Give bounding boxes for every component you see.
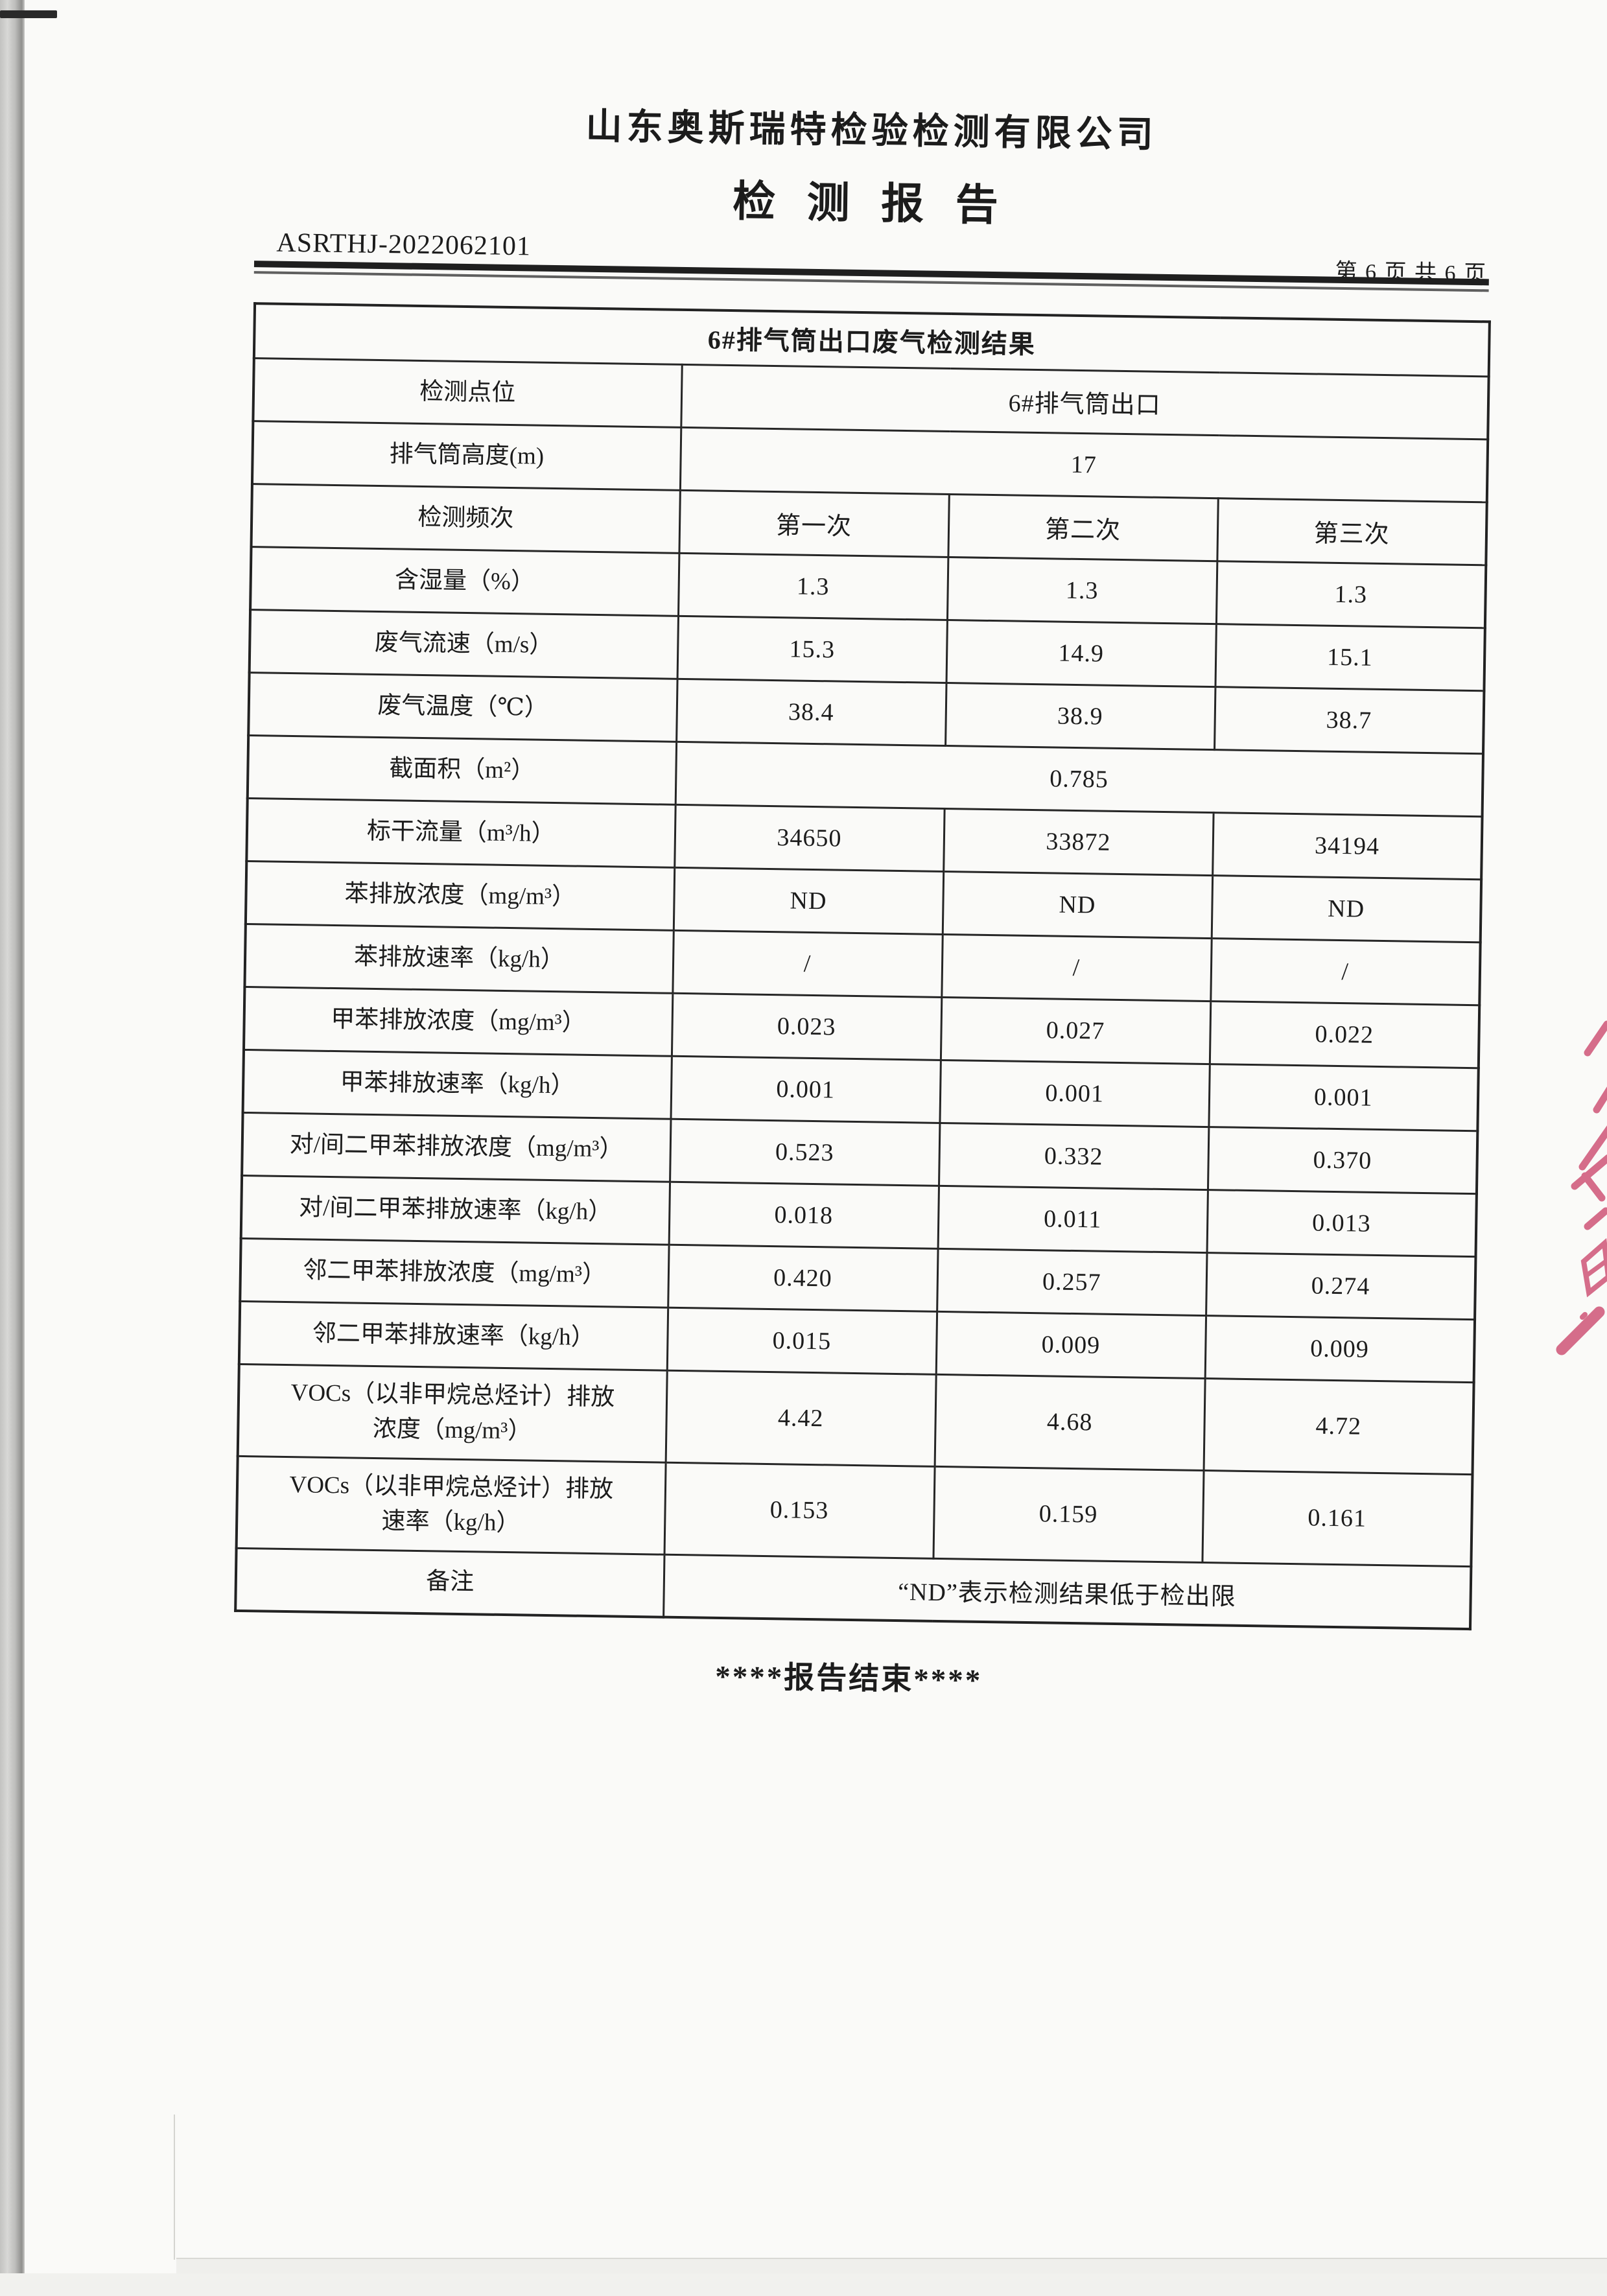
row-value: 第二次: [948, 494, 1218, 561]
scan-artifact-top-left: [0, 10, 57, 18]
row-value: 0.153: [664, 1462, 935, 1558]
row-value: 0.785: [675, 741, 1483, 817]
row-label: 苯排放浓度（mg/m³）: [245, 861, 675, 930]
row-value: 0.009: [1204, 1315, 1475, 1383]
row-value: 0.257: [937, 1248, 1207, 1316]
row-value: 0.022: [1209, 1001, 1480, 1068]
row-label: 截面积（m²）: [247, 735, 677, 804]
report-title: 检 测 报 告: [732, 178, 1009, 230]
row-value: 4.72: [1203, 1378, 1474, 1475]
row-value: 38.4: [676, 678, 946, 745]
row-label: VOCs（以非甲烷总烃计）排放 速率（kg/h）: [236, 1455, 666, 1554]
report-end-footer: ****报告结束****: [714, 1659, 983, 1698]
row-value: 1.3: [946, 557, 1217, 624]
row-label: 含湿量（%）: [250, 546, 679, 616]
row-label: 邻二甲苯排放速率（kg/h）: [239, 1300, 668, 1370]
row-value: 34650: [674, 804, 944, 871]
row-value: /: [941, 933, 1212, 1002]
row-value: 0.018: [668, 1181, 939, 1248]
row-label: 对/间二甲苯排放浓度（mg/m³）: [242, 1112, 671, 1182]
row-value: 15.3: [677, 615, 947, 683]
row-value: 0.023: [671, 992, 942, 1060]
remark-value: “ND”表示检测结果低于检出限: [663, 1554, 1472, 1630]
row-value: 34194: [1212, 812, 1483, 880]
row-value: 38.9: [945, 682, 1215, 750]
row-label: 备注: [235, 1547, 664, 1617]
row-label: 检测频次: [251, 484, 680, 553]
row-label: 对/间二甲苯排放速率（kg/h）: [240, 1175, 670, 1245]
scanner-edge-band: [0, 0, 25, 2273]
table-row: VOCs（以非甲烷总烃计）排放 浓度（mg/m³） 4.42 4.68 4.72: [237, 1363, 1474, 1475]
row-value: 1.3: [1215, 561, 1486, 628]
row-label: 标干流量（m³/h）: [246, 798, 675, 867]
row-value: 第一次: [679, 489, 949, 557]
row-value: 0.274: [1206, 1252, 1476, 1320]
row-value: /: [672, 930, 943, 997]
row-label: 苯排放速率（kg/h）: [244, 923, 674, 993]
row-label: 废气流速（m/s）: [249, 609, 679, 679]
row-value: 0.009: [935, 1311, 1206, 1379]
row-value: 4.68: [934, 1374, 1205, 1471]
row-value: /: [1210, 938, 1481, 1005]
results-table: 6#排气筒出口废气检测结果 检测点位 6#排气筒出口 排气筒高度(m) 17 检…: [234, 302, 1491, 1631]
row-label: 甲苯排放浓度（mg/m³）: [244, 986, 673, 1056]
row-value: 0.159: [933, 1466, 1204, 1562]
row-label: 检测点位: [253, 358, 682, 427]
bottom-edge-strip: [176, 2258, 1607, 2273]
row-label: 甲苯排放速率（kg/h）: [242, 1049, 672, 1119]
row-value: 17: [679, 427, 1488, 502]
row-label: 排气筒高度(m): [252, 421, 681, 490]
row-value: 0.161: [1202, 1470, 1473, 1567]
row-value: 0.001: [939, 1059, 1210, 1127]
row-value: 0.001: [670, 1055, 941, 1123]
row-value: 0.523: [670, 1118, 940, 1186]
row-value: 14.9: [946, 619, 1216, 687]
row-value: 38.7: [1214, 686, 1484, 754]
row-value: 0.370: [1207, 1127, 1478, 1194]
row-value: 1.3: [678, 552, 948, 620]
red-stamp-fragment: [1520, 1013, 1607, 1363]
row-label: 邻二甲苯排放浓度（mg/m³）: [240, 1237, 669, 1307]
row-value: 4.42: [665, 1370, 936, 1466]
row-value: 第三次: [1217, 498, 1487, 565]
row-label: VOCs（以非甲烷总烃计）排放 浓度（mg/m³）: [237, 1363, 667, 1462]
page-corner-line: [174, 2114, 175, 2260]
table-row: VOCs（以非甲烷总烃计）排放 速率（kg/h） 0.153 0.159 0.1…: [236, 1455, 1473, 1567]
row-label: 废气温度（℃）: [248, 672, 677, 742]
row-value: 0.011: [937, 1185, 1208, 1253]
row-value: 0.015: [666, 1307, 937, 1374]
row-value: 6#排气筒出口: [681, 364, 1489, 439]
row-value: ND: [942, 871, 1213, 939]
row-value: 15.1: [1215, 624, 1485, 691]
company-name: 山东奥斯瑞特检验检测有限公司: [585, 106, 1158, 156]
row-value: 0.013: [1206, 1189, 1477, 1257]
row-value: 0.332: [939, 1122, 1209, 1190]
row-value: 0.420: [668, 1244, 938, 1311]
row-value: ND: [1211, 875, 1482, 943]
row-value: 0.027: [940, 996, 1211, 1064]
row-value: ND: [673, 867, 944, 934]
row-value: 33872: [943, 808, 1214, 876]
row-value: 0.001: [1208, 1064, 1479, 1131]
